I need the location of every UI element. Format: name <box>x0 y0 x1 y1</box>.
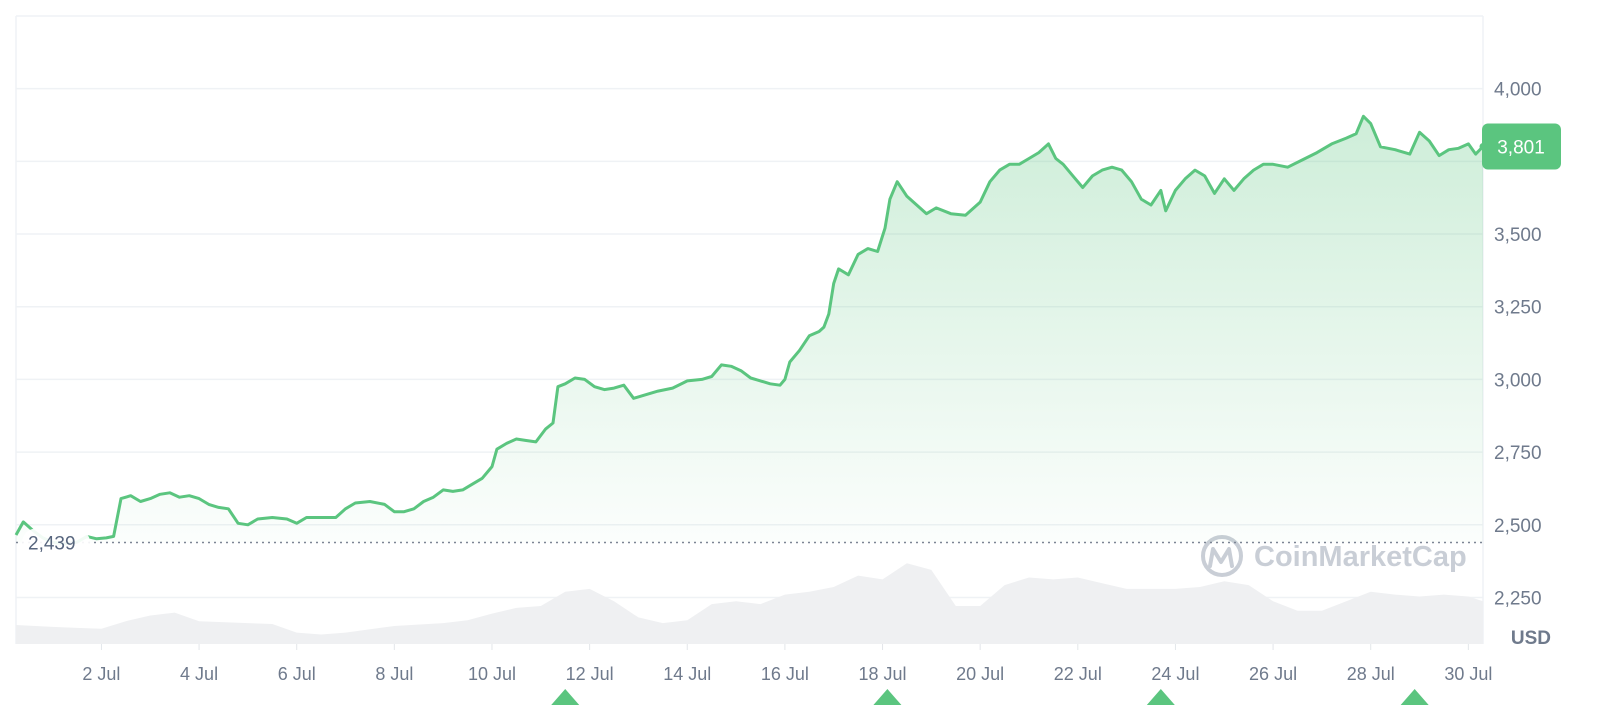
baseline-label-background <box>22 528 90 557</box>
x-tick-label: 24 Jul <box>1151 664 1199 684</box>
y-tick-label: 3,500 <box>1494 225 1542 246</box>
price-area-layer <box>14 114 1487 546</box>
currency-unit-label: USD <box>1511 628 1551 649</box>
coinmarketcap-watermark: CoinMarketCap <box>1201 535 1467 577</box>
y-tick-label: 2,750 <box>1494 443 1542 464</box>
x-tick-label: 28 Jul <box>1347 664 1395 684</box>
y-tick-label: 3,000 <box>1494 370 1542 391</box>
x-tick-label: 8 Jul <box>375 664 413 684</box>
y-tick-label: 2,250 <box>1494 588 1542 609</box>
volume-bars <box>16 563 1483 644</box>
baseline-value-label: 2,439 <box>28 534 76 555</box>
x-tick-label: 22 Jul <box>1054 664 1102 684</box>
event-markers <box>551 689 1429 705</box>
x-tick-label: 2 Jul <box>82 664 120 684</box>
x-tick-label: 18 Jul <box>859 664 907 684</box>
x-tick-label: 10 Jul <box>468 664 516 684</box>
watermark-text: CoinMarketCap <box>1254 541 1467 573</box>
x-tick-label: 12 Jul <box>566 664 614 684</box>
x-tick-label: 30 Jul <box>1444 664 1492 684</box>
event-marker <box>551 689 580 705</box>
x-tick-label: 16 Jul <box>761 664 809 684</box>
x-tick-label: 26 Jul <box>1249 664 1297 684</box>
x-tick-label: 20 Jul <box>956 664 1004 684</box>
y-tick-label: 2,500 <box>1494 516 1542 537</box>
current-price-badge[interactable]: 3,801 <box>1482 123 1561 170</box>
x-tick-label: 4 Jul <box>180 664 218 684</box>
x-tick-label: 14 Jul <box>663 664 711 684</box>
event-marker <box>1400 689 1429 705</box>
price-line <box>14 114 1485 546</box>
event-marker <box>873 689 902 705</box>
x-tick-label: 6 Jul <box>278 664 316 684</box>
current-price-value: 3,801 <box>1497 138 1545 159</box>
price-area-fill <box>16 116 1483 544</box>
y-axis-labels: 2,250 2,500 2,750 3,000 3,250 3,500 4,000 <box>1494 80 1542 610</box>
volume-area <box>16 563 1483 644</box>
y-tick-label: 4,000 <box>1494 80 1542 101</box>
event-marker <box>1146 689 1175 705</box>
y-tick-label: 3,250 <box>1494 298 1542 319</box>
current-price-badge-background <box>1482 123 1561 170</box>
x-axis-labels: 2 Jul 4 Jul 6 Jul 8 Jul 10 Jul 12 Jul 14 Jul 16… <box>82 644 1492 684</box>
